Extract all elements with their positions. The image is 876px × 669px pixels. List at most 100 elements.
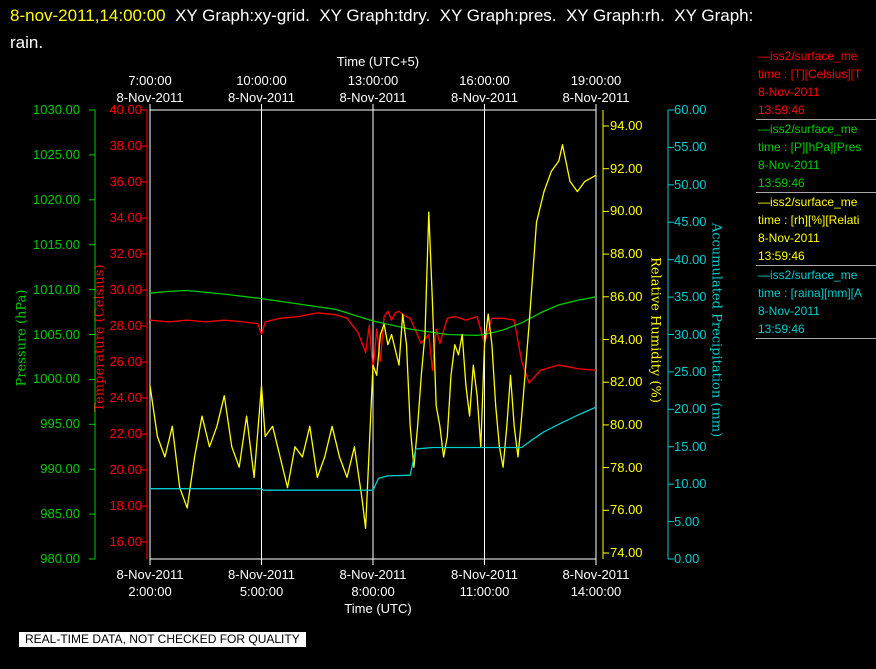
humidity-tick-label: 94.00 bbox=[610, 118, 643, 133]
pressure-tick-label: 1030.00 bbox=[33, 102, 80, 117]
bottom-tick-date: 8-Nov-2011 bbox=[228, 567, 295, 582]
quality-note: REAL-TIME DATA, NOT CHECKED FOR QUALITY bbox=[19, 632, 306, 647]
legend-line4: 13:59:46 bbox=[758, 249, 805, 263]
humidity-tick-label: 78.00 bbox=[610, 459, 643, 475]
header-timestamp: 8-nov-2011,14:00:00 bbox=[10, 6, 166, 25]
legend-entry: —iss2/surface_me time : [T][Celsius][T 8-N… bbox=[756, 47, 876, 120]
rain-tick-label: 20.00 bbox=[674, 401, 707, 417]
legend-line3: 8-Nov-2011 bbox=[758, 158, 820, 172]
top-tick-label: 13:00:00 8-Nov-2011 bbox=[328, 72, 418, 106]
pressure-tick-label: 980.00 bbox=[40, 551, 80, 566]
temperature-tick-label: 24.00 bbox=[109, 390, 142, 405]
temperature-tick-label: 40.00 bbox=[109, 102, 142, 117]
rain-tick-label: 10.00 bbox=[674, 476, 707, 492]
temperature-tick-label: 16.00 bbox=[109, 534, 142, 549]
bottom-tick-date: 8-Nov-2011 bbox=[116, 567, 184, 582]
legend-entry: —iss2/surface_me time : [rh][%][Relati 8-N… bbox=[756, 193, 876, 266]
rain-series-line bbox=[150, 406, 597, 491]
top-tick-time: 7:00:00 bbox=[128, 73, 172, 88]
temperature-tick-label: 28.00 bbox=[109, 318, 142, 333]
bottom-tick-time: 11:00:00 bbox=[459, 584, 510, 599]
pressure-tick-label: 1015.00 bbox=[33, 236, 80, 252]
pressure-series-line bbox=[149, 289, 597, 337]
rain-tick-label: 0.00 bbox=[674, 551, 700, 566]
pressure-tick-label: 1010.00 bbox=[33, 281, 80, 297]
header-title-line2: rain. bbox=[10, 33, 44, 52]
legend-entry: —iss2/surface_me time : [P][hPa][Pres 8-No… bbox=[756, 120, 876, 193]
graph-header: 8-nov-2011,14:00:00 XY Graph:xy-grid. XY… bbox=[10, 2, 870, 56]
rain-tick-label: 25.00 bbox=[674, 363, 707, 379]
temperature-tick-label: 30.00 bbox=[109, 282, 142, 297]
rain-tick-label: 5.00 bbox=[674, 513, 700, 529]
top-tick-label: 7:00:00 8-Nov-2011 bbox=[105, 72, 195, 106]
rain-tick-label: 40.00 bbox=[674, 251, 707, 267]
top-tick-time: 10:00:00 bbox=[236, 73, 287, 88]
temperature-series-line bbox=[149, 310, 597, 384]
pressure-tick-label: 1005.00 bbox=[33, 326, 80, 342]
pressure-tick-label: 1025.00 bbox=[33, 146, 80, 162]
legend-line2: time : [P][hPa][Pres bbox=[758, 140, 862, 154]
rain-tick-label: 60.00 bbox=[674, 102, 707, 117]
top-tick-date: 8-Nov-2011 bbox=[116, 90, 184, 105]
top-tick-time: 16:00:00 bbox=[459, 73, 510, 88]
top-tick-label: 10:00:00 8-Nov-2011 bbox=[217, 72, 307, 106]
top-tick-date: 8-Nov-2011 bbox=[451, 90, 518, 105]
legend-line3: 8-Nov-2011 bbox=[758, 231, 820, 245]
bottom-tick-date: 8-Nov-2011 bbox=[451, 567, 518, 582]
rain-tick-label: 45.00 bbox=[674, 214, 707, 230]
temperature-tick-label: 22.00 bbox=[109, 426, 142, 441]
bottom-tick-date: 8-Nov-2011 bbox=[339, 567, 407, 582]
bottom-tick-time: 14:00:00 bbox=[570, 584, 622, 599]
legend-line4: 13:59:46 bbox=[758, 103, 805, 117]
legend-line3: 8-Nov-2011 bbox=[758, 304, 820, 318]
humidity-tick-label: 84.00 bbox=[610, 331, 643, 347]
header-title-line1: XY Graph:xy-grid. XY Graph:tdry. XY Grap… bbox=[165, 6, 754, 25]
humidity-tick-label: 82.00 bbox=[610, 374, 643, 390]
pressure-tick-label: 1000.00 bbox=[33, 371, 80, 387]
humidity-tick-label: 74.00 bbox=[610, 545, 643, 560]
rain-tick-label: 30.00 bbox=[674, 326, 707, 342]
bottom-tick-time: 2:00:00 bbox=[128, 584, 172, 599]
top-tick-time: 19:00:00 bbox=[570, 73, 622, 88]
top-tick-date: 8-Nov-2011 bbox=[562, 90, 630, 105]
legend-line3: 8-Nov-2011 bbox=[758, 85, 820, 99]
humidity-series-line bbox=[149, 144, 597, 530]
rain-tick-label: 50.00 bbox=[674, 176, 707, 192]
legend-line1: —iss2/surface_me bbox=[758, 49, 858, 63]
bottom-tick-label: 8-Nov-2011 14:00:00 bbox=[551, 566, 641, 600]
top-tick-label: 19:00:00 8-Nov-2011 bbox=[551, 72, 641, 106]
humidity-tick-label: 88.00 bbox=[610, 246, 643, 262]
bottom-tick-label: 8-Nov-2011 8:00:00 bbox=[328, 566, 418, 600]
top-tick-time: 13:00:00 bbox=[347, 73, 399, 88]
bottom-tick-label: 8-Nov-2011 2:00:00 bbox=[105, 566, 195, 600]
temperature-tick-label: 18.00 bbox=[109, 498, 142, 513]
legend-line1: —iss2/surface_me bbox=[758, 195, 858, 209]
bottom-tick-time: 5:00:00 bbox=[239, 584, 284, 599]
pressure-tick-label: 990.00 bbox=[40, 461, 80, 477]
temperature-tick-label: 38.00 bbox=[109, 138, 142, 153]
temperature-tick-label: 36.00 bbox=[109, 174, 142, 189]
legend-line4: 13:59:46 bbox=[758, 322, 805, 336]
bottom-tick-time: 8:00:00 bbox=[351, 584, 395, 599]
top-axis-title: Time (UTC+5) bbox=[336, 54, 420, 69]
rain-tick-label: 35.00 bbox=[674, 289, 707, 305]
humidity-tick-label: 92.00 bbox=[610, 160, 643, 176]
temperature-tick-label: 34.00 bbox=[109, 210, 142, 225]
pressure-tick-label: 1020.00 bbox=[33, 191, 80, 207]
legend-line2: time : [raina][mm][A bbox=[758, 286, 863, 300]
humidity-tick-label: 76.00 bbox=[610, 502, 643, 518]
rain-tick-label: 55.00 bbox=[674, 139, 707, 155]
temperature-tick-label: 26.00 bbox=[109, 354, 142, 369]
top-tick-label: 16:00:00 8-Nov-2011 bbox=[440, 72, 530, 106]
bottom-tick-label: 8-Nov-2011 11:00:00 bbox=[440, 566, 530, 600]
humidity-tick-label: 80.00 bbox=[610, 416, 643, 432]
top-tick-date: 8-Nov-2011 bbox=[339, 90, 407, 105]
top-tick-date: 8-Nov-2011 bbox=[228, 90, 295, 105]
humidity-tick-label: 90.00 bbox=[610, 203, 643, 219]
bottom-tick-label: 8-Nov-2011 5:00:00 bbox=[217, 566, 307, 600]
legend-line1: —iss2/surface_me bbox=[758, 268, 858, 282]
pressure-tick-label: 995.00 bbox=[40, 416, 80, 432]
rain-tick-label: 15.00 bbox=[674, 438, 707, 454]
